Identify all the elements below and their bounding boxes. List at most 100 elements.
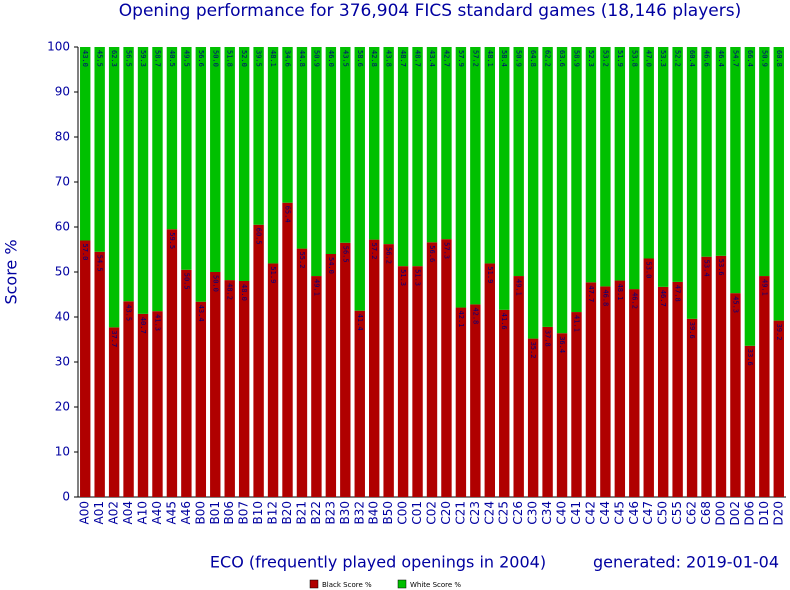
value-label: 41.3 xyxy=(153,314,161,331)
annotation: generated: 2019-01-04 xyxy=(593,553,779,572)
bar-segment xyxy=(773,320,784,497)
bar-segment xyxy=(296,47,308,249)
value-label: 56.5 xyxy=(125,50,133,67)
value-label: 51.9 xyxy=(486,266,494,283)
bar-segment xyxy=(701,256,712,497)
value-label: 40.7 xyxy=(139,317,147,334)
value-label: 57.2 xyxy=(370,243,378,260)
bar-segment xyxy=(397,266,409,497)
bar-segment xyxy=(657,286,669,497)
bar-segment xyxy=(238,281,250,497)
value-label: 50.5 xyxy=(182,273,190,290)
value-label: 54.7 xyxy=(731,50,739,67)
value-label: 43.4 xyxy=(197,305,205,322)
x-tick-label: A00 xyxy=(78,501,92,524)
value-label: 53.3 xyxy=(659,50,667,67)
value-label: 56.6 xyxy=(428,245,436,262)
bar-segment xyxy=(94,47,105,252)
bar-segment xyxy=(701,47,712,257)
value-label: 51.3 xyxy=(414,269,422,286)
bar-segment xyxy=(340,47,351,243)
x-tick-label: B12 xyxy=(266,501,280,525)
x-tick-label: C46 xyxy=(627,501,641,525)
bar-segment xyxy=(267,263,279,497)
x-tick-label: B01 xyxy=(208,501,222,525)
bar-segment xyxy=(238,47,250,281)
value-label: 55.2 xyxy=(298,252,306,269)
value-label: 56.2 xyxy=(385,247,393,264)
bar-segment xyxy=(585,282,597,497)
bar-segment xyxy=(152,47,163,312)
value-label: 53.8 xyxy=(630,50,638,67)
x-tick-label: C21 xyxy=(453,501,467,525)
bar-segment xyxy=(325,47,337,254)
x-tick-label: C26 xyxy=(511,501,525,525)
x-tick-label: C47 xyxy=(641,501,655,525)
value-label: 39.5 xyxy=(255,50,263,67)
bar-segment xyxy=(499,309,510,497)
bar-segment xyxy=(137,47,149,314)
value-label: 65.4 xyxy=(284,206,292,223)
bar-segment xyxy=(325,254,337,497)
value-label: 53.0 xyxy=(645,262,653,279)
value-label: 57.2 xyxy=(471,50,479,67)
value-label: 46.4 xyxy=(717,50,725,67)
bar-segment xyxy=(224,280,235,497)
bar-segment xyxy=(484,47,495,264)
value-label: 51.3 xyxy=(399,269,407,286)
bar-segment xyxy=(730,47,741,294)
value-label: 49.1 xyxy=(312,279,320,296)
bar-segment xyxy=(513,47,524,277)
x-tick-label: C68 xyxy=(699,501,713,525)
bar-segment xyxy=(629,47,640,290)
bar-segment xyxy=(600,286,611,497)
value-label: 52.3 xyxy=(587,50,595,67)
value-label: 49.5 xyxy=(182,50,190,67)
x-tick-label: B20 xyxy=(280,501,294,525)
bar-segment xyxy=(94,251,105,497)
x-axis-label: ECO (frequently played openings in 2004) xyxy=(210,553,546,572)
x-tick-label: A46 xyxy=(179,501,193,524)
x-tick-label: B22 xyxy=(309,501,323,525)
bar-segment xyxy=(426,47,438,243)
x-tick-label: C40 xyxy=(555,501,569,525)
bar-segment xyxy=(296,248,308,497)
bar-segment xyxy=(600,47,611,287)
bar-segment xyxy=(311,276,322,497)
y-tick-label: 50 xyxy=(55,265,70,279)
y-tick-label: 30 xyxy=(55,355,70,369)
bar-segment xyxy=(556,47,568,334)
value-label: 42.8 xyxy=(471,307,479,324)
bar-segment xyxy=(441,239,452,497)
x-tick-label: C20 xyxy=(439,501,453,525)
y-tick-label: 100 xyxy=(47,40,70,54)
bar-segment xyxy=(571,312,582,497)
bar-segment xyxy=(253,224,264,497)
value-label: 48.0 xyxy=(240,284,248,301)
bar-segment xyxy=(354,47,365,311)
legend-swatch xyxy=(309,579,319,589)
value-label: 41.1 xyxy=(572,315,580,332)
value-label: 33.6 xyxy=(746,349,754,366)
value-label: 52.2 xyxy=(674,50,682,67)
value-label: 56.6 xyxy=(197,50,205,67)
bar-segment xyxy=(80,240,91,497)
bar-segment xyxy=(267,47,279,264)
x-tick-label: B10 xyxy=(251,501,265,525)
bar-segment xyxy=(282,202,293,497)
value-label: 34.6 xyxy=(284,50,292,67)
x-tick-label: C62 xyxy=(685,501,699,525)
bar-segment xyxy=(80,47,91,241)
bar-segment xyxy=(614,47,626,281)
y-axis-label: Score % xyxy=(2,239,21,304)
legend-label: White Score % xyxy=(410,581,461,589)
value-label: 53.2 xyxy=(601,50,609,67)
x-tick-label: B07 xyxy=(237,501,251,525)
value-label: 60.8 xyxy=(775,50,783,67)
bar-segment xyxy=(108,327,120,497)
value-label: 50.9 xyxy=(760,50,768,67)
value-label: 39.2 xyxy=(775,324,783,341)
value-label: 54.5 xyxy=(96,255,104,272)
value-label: 58.4 xyxy=(500,50,508,67)
x-tick-label: A45 xyxy=(164,501,178,524)
